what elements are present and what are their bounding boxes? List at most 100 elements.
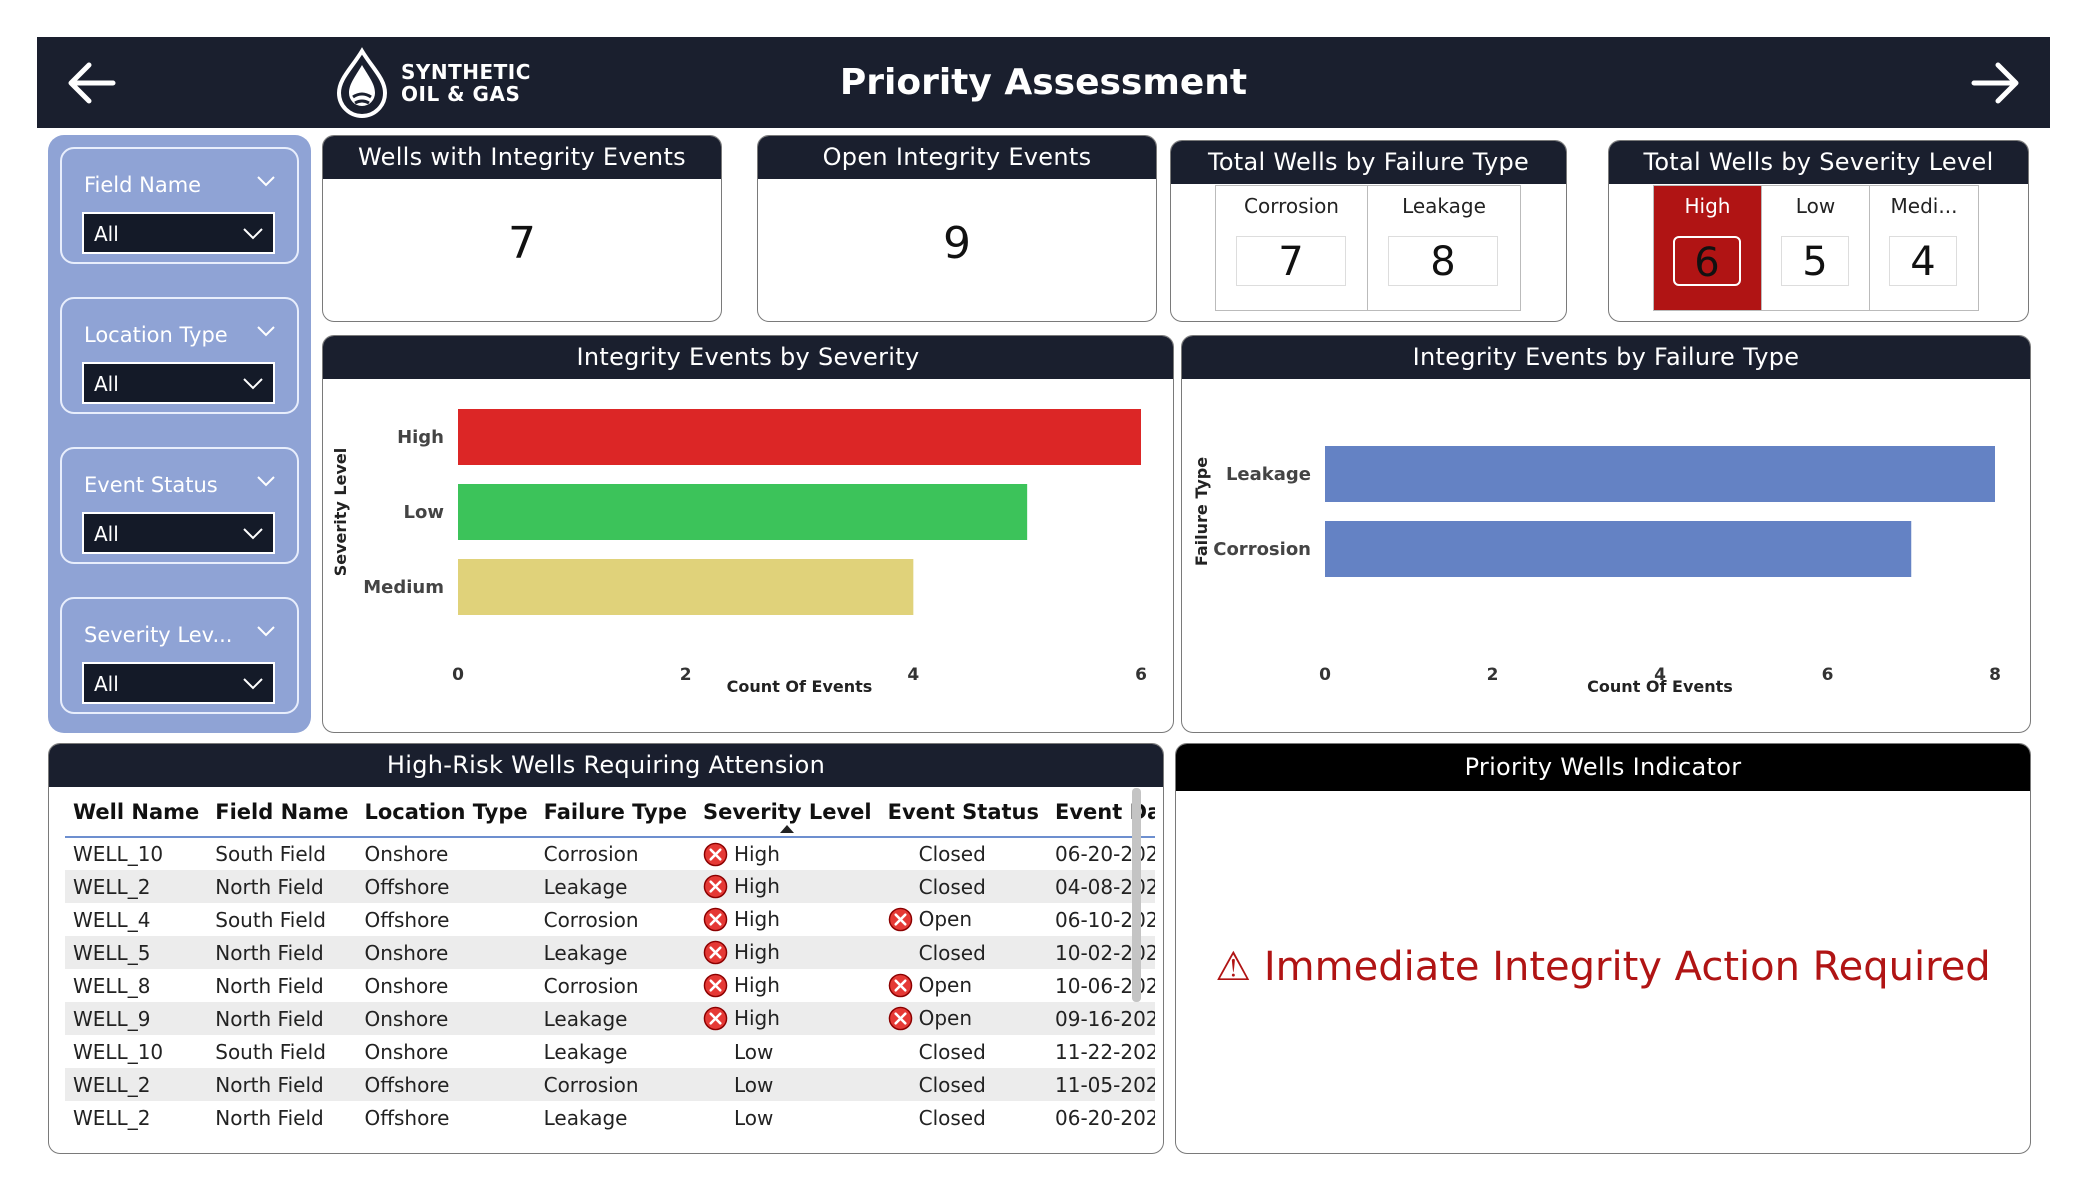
category-label: High [397, 427, 444, 448]
bar-leakage[interactable] [1325, 446, 1995, 502]
severity-high[interactable]: High 6 [1654, 186, 1762, 310]
x-tick-label: 6 [1822, 665, 1834, 685]
cell-severity-level: High [694, 936, 880, 969]
cell-severity-level: Low [694, 1068, 880, 1101]
cell-severity-level: High [694, 870, 880, 903]
table-title: High-Risk Wells Requiring Attension [49, 744, 1163, 787]
table-row[interactable]: WELL_8 North Field Onshore Corrosion High Ope… [65, 969, 1155, 1002]
field-name-dropdown[interactable]: All [82, 212, 275, 254]
event-status-dropdown[interactable]: All [82, 512, 275, 554]
status-text: Closed [918, 940, 986, 965]
x-tick-label: 4 [1654, 665, 1666, 685]
col-severity-level[interactable]: Severity Level [694, 787, 880, 838]
x-tick-label: 2 [1487, 665, 1499, 685]
table-scrollbar[interactable] [1132, 788, 1141, 1002]
location-type-dropdown[interactable]: All [82, 362, 275, 404]
slicer-label: Field Name [84, 173, 202, 197]
table-scroll-area[interactable]: Well Name Field Name Location Type Failu… [65, 787, 1155, 1151]
cell-failure-type: Leakage [543, 1105, 628, 1130]
bar-high[interactable] [458, 409, 1141, 465]
cell-failure-type: Corrosion [543, 907, 639, 932]
error-x-icon [703, 907, 728, 932]
chevron-down-icon[interactable] [257, 475, 275, 487]
cell-label: Leakage [1402, 194, 1486, 218]
chevron-down-icon[interactable] [257, 625, 275, 637]
high-risk-wells-table: Well Name Field Name Location Type Failu… [65, 787, 1155, 1134]
status-text: Open [918, 973, 973, 997]
table-row[interactable]: WELL_5 North Field Onshore Leakage High Close… [65, 936, 1155, 969]
dropdown-value: All [94, 222, 119, 246]
cell-severity-level: High [695, 903, 880, 936]
table-row[interactable]: WELL_10 South Field Onshore Corrosion High Cl… [65, 837, 1155, 870]
cell-field-name: North Field [207, 870, 357, 903]
cell-location-type: Onshore [364, 973, 449, 998]
cell-well-name: WELL_10 [73, 842, 164, 866]
cell-severity-level: High [694, 1002, 880, 1035]
bar-low[interactable] [458, 484, 1028, 540]
cell-value: 6 [1673, 236, 1741, 286]
x-tick-label: 6 [1135, 665, 1147, 685]
slicer-field-name: Field Name All [60, 147, 299, 264]
error-x-icon [703, 874, 728, 899]
bar-corrosion[interactable] [1325, 521, 1912, 577]
cell-well-name: WELL_2 [65, 1068, 208, 1101]
chevron-down-icon[interactable] [257, 175, 275, 187]
cell-field-name: South Field [215, 842, 326, 866]
chevron-down-icon [243, 378, 263, 390]
cell-failure-type: Leakage [535, 1002, 695, 1035]
severity-chart-svg: High Low Medium 0 2 4 6 Count Of Events Severity… [331, 409, 1147, 696]
severity-text: High [733, 841, 780, 866]
x-axis-label: Count Of Events [727, 677, 873, 696]
col-failure-type[interactable]: Failure Type [535, 787, 695, 838]
bar-medium[interactable] [458, 559, 914, 615]
cell-value: 5 [1781, 236, 1849, 286]
severity-medium[interactable]: Medi... 4 [1870, 186, 1978, 310]
col-location-type[interactable]: Location Type [356, 787, 536, 838]
slicer-event-status: Event Status All [60, 447, 299, 564]
chart-title: Integrity Events by Severity [323, 336, 1173, 379]
cell-value: 4 [1889, 236, 1957, 286]
table-row[interactable]: WELL_9 North Field Onshore Leakage High Open 0… [65, 1002, 1155, 1035]
chevron-down-icon[interactable] [257, 325, 275, 337]
slicer-label: Location Type [84, 323, 228, 347]
cell-value: 8 [1388, 236, 1498, 286]
chevron-down-icon [243, 528, 263, 540]
cell-severity-level: Low [695, 1035, 880, 1068]
arrow-left-icon[interactable] [63, 55, 119, 111]
status-text: Closed [918, 842, 986, 866]
cell-event-status: Closed [880, 1035, 1047, 1068]
logo-line-1: SYNTHETIC [401, 60, 531, 84]
dropdown-value: All [94, 522, 119, 546]
y-axis-label: Severity Level [331, 448, 350, 577]
cell-event-status: Closed [879, 1068, 1048, 1101]
cell-location-type: Onshore [364, 1039, 449, 1064]
severity-text: Low [733, 1105, 774, 1130]
severity-grid: High 6 Low 5 Medi... 4 [1653, 185, 1979, 311]
x-tick-label: 0 [452, 665, 464, 685]
cell-label: Corrosion [1244, 194, 1339, 218]
table-row[interactable]: WELL_10 South Field Onshore Leakage Low Close… [65, 1035, 1155, 1068]
table-row[interactable]: WELL_2 North Field Offshore Leakage High Clos… [65, 870, 1155, 903]
slicer-label: Event Status [84, 473, 218, 497]
arrow-right-icon[interactable] [1968, 55, 2024, 111]
severity-text: High [733, 1006, 780, 1030]
severity-level-dropdown[interactable]: All [82, 662, 275, 704]
table-row[interactable]: WELL_2 North Field Offshore Leakage Low Close… [65, 1101, 1155, 1134]
severity-text: High [733, 973, 780, 997]
priority-wells-indicator-card: Priority Wells Indicator ⚠ Immediate Int… [1175, 743, 2031, 1154]
table-row[interactable]: WELL_4 South Field Offshore Corrosion High Op… [65, 903, 1155, 936]
table-row[interactable]: WELL_2 North Field Offshore Corrosion Low Clo… [65, 1068, 1155, 1101]
col-field-name[interactable]: Field Name [207, 787, 357, 838]
status-text: Closed [918, 1105, 986, 1130]
col-well-name[interactable]: Well Name [65, 787, 208, 838]
cell-failure-type: Corrosion [543, 842, 639, 866]
cell-well-name: WELL_4 [73, 907, 151, 932]
failure-type-corrosion[interactable]: Corrosion 7 [1216, 186, 1368, 310]
severity-text: Low [733, 1072, 774, 1097]
severity-low[interactable]: Low 5 [1762, 186, 1870, 310]
cell-severity-level: Low [695, 1101, 880, 1134]
col-event-status[interactable]: Event Status [879, 787, 1048, 838]
cell-well-name: WELL_10 [73, 1039, 164, 1064]
failure-type-leakage[interactable]: Leakage 8 [1368, 186, 1520, 310]
cell-field-name: North Field [207, 1002, 357, 1035]
